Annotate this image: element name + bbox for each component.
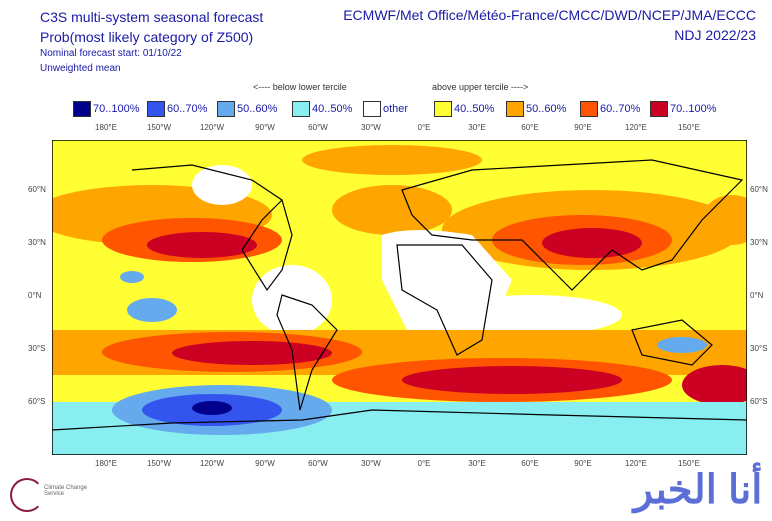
longitude-label: 30°E — [468, 459, 486, 468]
longitude-label: 180°E — [95, 123, 117, 132]
season: NDJ 2022/23 — [674, 27, 756, 43]
longitude-label: 150°E — [678, 459, 700, 468]
legend-label: 50..60% — [237, 103, 278, 115]
longitude-label: 90°W — [255, 123, 275, 132]
legend-item: 50..60% — [506, 101, 566, 117]
watermark: أنا الخبر — [633, 468, 763, 512]
longitude-label: 90°E — [574, 123, 592, 132]
legend-swatch — [650, 101, 668, 117]
legend-item: 40..50% — [434, 101, 494, 117]
latitude-label: 60°N — [750, 185, 768, 194]
legend-item: 70..100% — [650, 101, 716, 117]
longitude-label: 150°W — [146, 123, 172, 132]
logo-text: Climate Change Service — [44, 485, 88, 497]
legend-item: 60..70% — [580, 101, 640, 117]
legend-label: 50..60% — [526, 103, 567, 115]
legend-item: other — [363, 101, 408, 117]
legend-swatch — [506, 101, 524, 117]
longitude-label: 150°W — [146, 459, 172, 468]
forecast-start: Nominal forecast start: 01/10/22 — [40, 48, 182, 59]
title: C3S multi-system seasonal forecast — [40, 9, 264, 25]
longitude-label: 60°W — [308, 123, 328, 132]
latitude-label: 30°N — [28, 238, 46, 247]
legend-label: 60..70% — [600, 103, 641, 115]
legend-label: 40..50% — [312, 103, 353, 115]
longitude-label: 120°W — [199, 459, 225, 468]
latitude-label: 60°S — [750, 397, 768, 406]
latitude-label: 60°N — [28, 185, 46, 194]
legend-swatch — [434, 101, 452, 117]
legend-label: 40..50% — [454, 103, 495, 115]
neutral-regions — [192, 165, 622, 350]
longitude-label: 30°E — [468, 123, 486, 132]
longitude-label: 0°E — [417, 459, 431, 468]
below-label: <---- below lower tercile — [253, 82, 347, 92]
longitude-label: 30°W — [361, 459, 381, 468]
mean-type: Unweighted mean — [40, 63, 121, 74]
legend-swatch — [580, 101, 598, 117]
legend-label: 60..70% — [167, 103, 208, 115]
legend-swatch — [363, 101, 381, 117]
latitude-label: 0°N — [750, 291, 764, 300]
legend-label: 70..100% — [670, 103, 717, 115]
legend-label: 70..100% — [93, 103, 140, 115]
centres: ECMWF/Met Office/Météo-France/CMCC/DWD/N… — [343, 7, 756, 23]
longitude-label: 90°W — [255, 459, 275, 468]
longitude-label: 60°W — [308, 459, 328, 468]
longitude-label: 120°E — [625, 459, 647, 468]
latitude-label: 60°S — [28, 397, 46, 406]
longitude-label: 120°W — [199, 123, 225, 132]
legend-item: 40..50% — [292, 101, 352, 117]
latitude-label: 30°S — [28, 344, 46, 353]
subtitle: Prob(most likely category of Z500) — [40, 29, 254, 45]
legend-item: 70..100% — [73, 101, 139, 117]
longitude-label: 150°E — [678, 123, 700, 132]
longitude-label: 0°E — [417, 123, 431, 132]
longitude-label: 90°E — [574, 459, 592, 468]
longitude-label: 60°E — [521, 123, 539, 132]
legend-item: 60..70% — [147, 101, 207, 117]
legend-swatch — [73, 101, 91, 117]
legend-swatch — [147, 101, 165, 117]
legend-label: other — [383, 103, 409, 115]
legend-swatch — [292, 101, 310, 117]
coastlines — [52, 159, 747, 431]
copernicus-logo-icon — [10, 478, 44, 512]
latitude-label: 0°N — [28, 291, 42, 300]
longitude-label: 180°E — [95, 459, 117, 468]
latitude-label: 30°N — [750, 238, 768, 247]
latitude-label: 30°S — [750, 344, 768, 353]
longitude-label: 120°E — [625, 123, 647, 132]
longitude-label: 30°W — [361, 123, 381, 132]
probability-map — [52, 140, 747, 455]
legend-item: 50..60% — [217, 101, 277, 117]
longitude-label: 60°E — [521, 459, 539, 468]
above-label: above upper tercile ----> — [432, 82, 529, 92]
legend-swatch — [217, 101, 235, 117]
